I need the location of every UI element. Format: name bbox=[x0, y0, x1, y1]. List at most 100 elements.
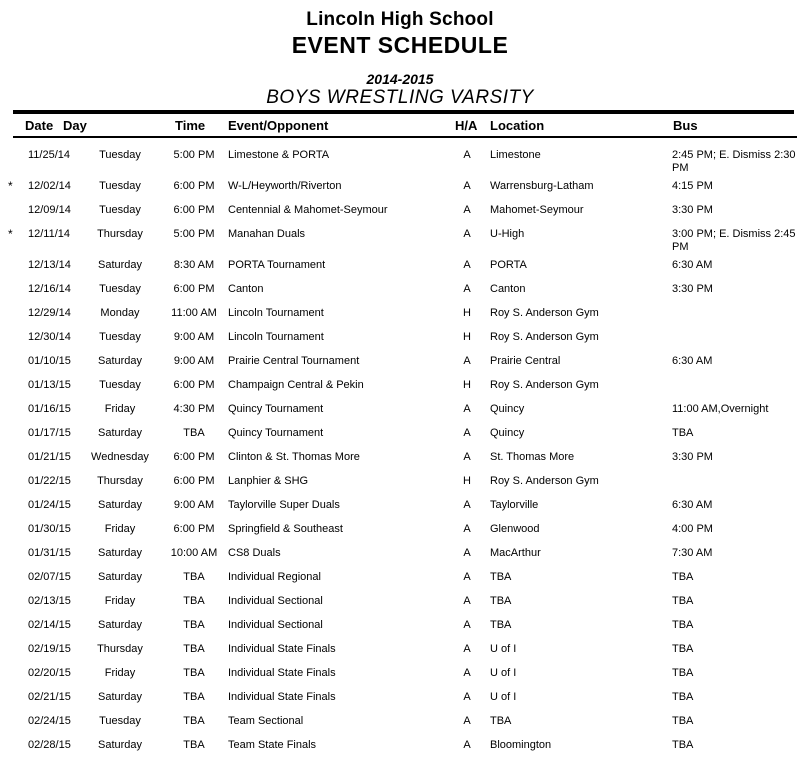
event-cell: Lincoln Tournament bbox=[228, 307, 324, 319]
bus-cell: 6:30 AM bbox=[672, 259, 713, 271]
bus-cell: 7:30 AM bbox=[672, 547, 713, 559]
day-cell: Thursday bbox=[97, 475, 143, 487]
ha-cell: A bbox=[463, 547, 471, 559]
time-cell: 8:30 AM bbox=[173, 259, 215, 271]
table-header-row: Date Day Time Event/Opponent H/A Locatio… bbox=[0, 114, 800, 136]
table-row: 02/13/15 Friday TBA Individual Sectional… bbox=[0, 590, 800, 614]
location-cell: Bloomington bbox=[490, 739, 552, 751]
event-cell: PORTA Tournament bbox=[228, 259, 326, 271]
day-cell: Friday bbox=[104, 595, 136, 607]
location-cell: Mahomet-Seymour bbox=[490, 204, 584, 216]
date-cell: 12/16/14 bbox=[28, 283, 71, 295]
bus-cell bbox=[664, 302, 800, 307]
event-cell: Manahan Duals bbox=[228, 228, 306, 240]
date-cell: 01/31/15 bbox=[28, 547, 71, 559]
column-header-day: Day bbox=[63, 118, 87, 133]
bus-cell: TBA bbox=[672, 643, 694, 655]
date-cell: 12/11/14 bbox=[28, 228, 71, 240]
asterisk-marker bbox=[0, 446, 25, 451]
date-cell: 01/10/15 bbox=[28, 355, 71, 367]
bus-cell bbox=[664, 326, 800, 331]
event-cell: Individual State Finals bbox=[228, 643, 336, 655]
column-header-ha: H/A bbox=[455, 118, 478, 133]
table-row: 01/13/15 Tuesday 6:00 PM Champaign Centr… bbox=[0, 374, 800, 398]
day-cell: Saturday bbox=[97, 739, 143, 751]
location-cell: PORTA bbox=[490, 259, 527, 271]
bus-cell: TBA bbox=[672, 619, 694, 631]
date-cell: 02/28/15 bbox=[28, 739, 71, 751]
location-cell: Quincy bbox=[490, 427, 525, 439]
event-cell: Individual Sectional bbox=[228, 595, 323, 607]
table-row: 01/30/15 Friday 6:00 PM Springfield & So… bbox=[0, 518, 800, 542]
table-row: * 12/11/14 Thursday 5:00 PM Manahan Dual… bbox=[0, 223, 800, 254]
time-cell: 6:00 PM bbox=[173, 379, 215, 391]
location-cell: Prairie Central bbox=[490, 355, 561, 367]
asterisk-marker bbox=[0, 686, 25, 691]
date-cell: 12/02/14 bbox=[28, 180, 71, 192]
table-row: 01/21/15 Wednesday 6:00 PM Clinton & St.… bbox=[0, 446, 800, 470]
bus-cell: 3:30 PM bbox=[672, 204, 713, 216]
event-cell: Quincy Tournament bbox=[228, 403, 324, 415]
asterisk-marker: * bbox=[8, 227, 13, 241]
ha-cell: A bbox=[463, 259, 471, 271]
ha-cell: A bbox=[463, 667, 471, 679]
date-cell: 02/14/15 bbox=[28, 619, 71, 631]
ha-cell: A bbox=[463, 451, 471, 463]
bus-cell: 11:00 AM,Overnight bbox=[672, 403, 769, 415]
table-body: 11/25/14 Tuesday 5:00 PM Limestone & POR… bbox=[0, 138, 800, 758]
time-cell: TBA bbox=[183, 427, 205, 439]
time-cell: 6:00 PM bbox=[173, 451, 215, 463]
date-cell: 01/24/15 bbox=[28, 499, 71, 511]
day-cell: Saturday bbox=[97, 259, 143, 271]
table-row: 12/29/14 Monday 11:00 AM Lincoln Tournam… bbox=[0, 302, 800, 326]
day-cell: Saturday bbox=[97, 547, 143, 559]
event-cell: Individual Regional bbox=[228, 571, 321, 583]
ha-cell: H bbox=[463, 331, 471, 343]
bus-cell: 4:15 PM bbox=[672, 180, 713, 192]
event-cell: Individual Sectional bbox=[228, 619, 323, 631]
event-cell: W-L/Heyworth/Riverton bbox=[228, 180, 342, 192]
asterisk-marker bbox=[0, 734, 25, 739]
location-cell: TBA bbox=[490, 595, 512, 607]
ha-cell: H bbox=[463, 379, 471, 391]
time-cell: 5:00 PM bbox=[173, 228, 215, 240]
day-cell: Saturday bbox=[97, 691, 143, 703]
time-cell: 4:30 PM bbox=[173, 403, 215, 415]
header-underline bbox=[13, 136, 797, 138]
date-cell: 11/25/14 bbox=[28, 149, 71, 161]
ha-cell: A bbox=[463, 643, 471, 655]
date-cell: 01/21/15 bbox=[28, 451, 71, 463]
asterisk-marker bbox=[0, 518, 25, 523]
table-row: 11/25/14 Tuesday 5:00 PM Limestone & POR… bbox=[0, 144, 800, 175]
location-cell: Taylorville bbox=[490, 499, 539, 511]
ha-cell: A bbox=[463, 180, 471, 192]
time-cell: TBA bbox=[183, 691, 205, 703]
event-cell: Lanphier & SHG bbox=[228, 475, 309, 487]
bus-cell: TBA bbox=[672, 739, 694, 751]
asterisk-marker: * bbox=[8, 179, 13, 193]
date-cell: 01/13/15 bbox=[28, 379, 71, 391]
date-cell: 02/20/15 bbox=[28, 667, 71, 679]
location-cell: U of I bbox=[490, 643, 517, 655]
table-row: 02/14/15 Saturday TBA Individual Section… bbox=[0, 614, 800, 638]
date-cell: 02/21/15 bbox=[28, 691, 71, 703]
ha-cell: A bbox=[463, 595, 471, 607]
asterisk-marker bbox=[0, 398, 25, 403]
date-cell: 01/30/15 bbox=[28, 523, 71, 535]
location-cell: U of I bbox=[490, 691, 517, 703]
day-cell: Tuesday bbox=[99, 283, 141, 295]
ha-cell: A bbox=[463, 715, 471, 727]
table-row: 02/07/15 Saturday TBA Individual Regiona… bbox=[0, 566, 800, 590]
time-cell: TBA bbox=[183, 619, 205, 631]
asterisk-marker bbox=[0, 144, 25, 149]
asterisk-marker bbox=[0, 590, 25, 595]
ha-cell: A bbox=[463, 571, 471, 583]
asterisk-marker bbox=[0, 326, 25, 331]
top-rule bbox=[13, 110, 794, 114]
bus-cell: TBA bbox=[672, 427, 694, 439]
event-cell: Springfield & Southeast bbox=[228, 523, 343, 535]
time-cell: TBA bbox=[183, 667, 205, 679]
bus-cell bbox=[664, 470, 800, 475]
ha-cell: A bbox=[463, 403, 471, 415]
